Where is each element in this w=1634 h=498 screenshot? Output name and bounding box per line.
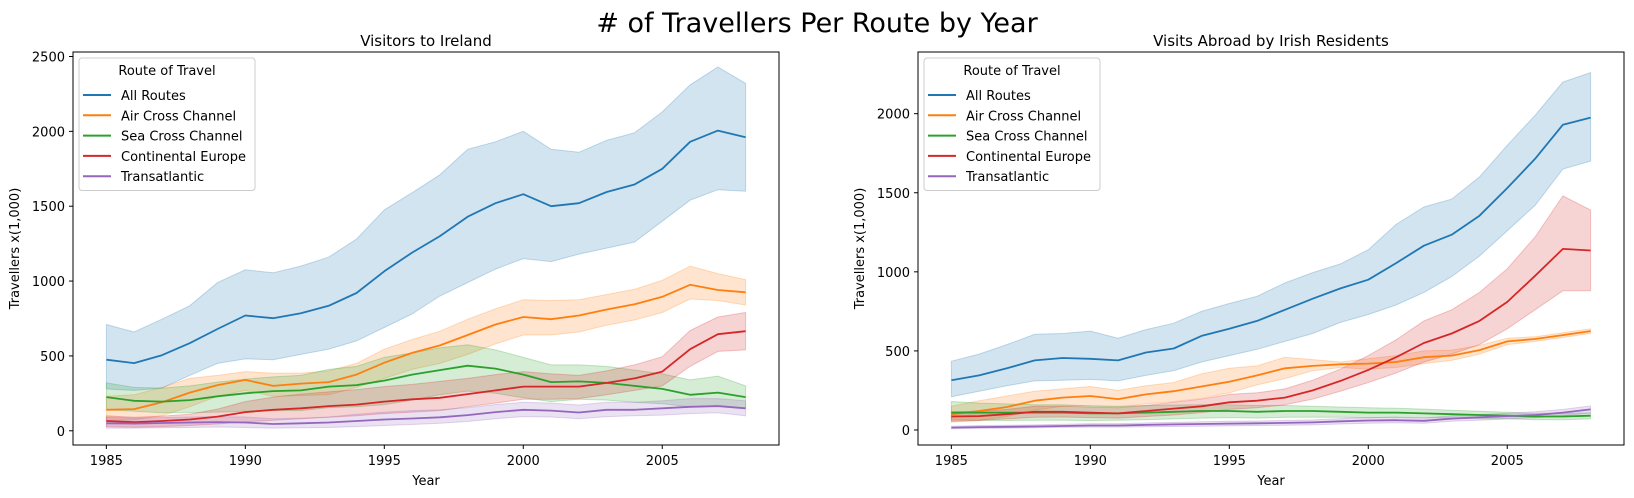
- y-tick-label: 500: [885, 345, 910, 360]
- y-tick-label: 2500: [32, 50, 65, 65]
- x-tick-label: 1995: [1213, 454, 1246, 469]
- x-tick-label: 1985: [935, 454, 968, 469]
- band-continental-europe: [950, 195, 1592, 422]
- line-continental-europe: [951, 247, 1591, 418]
- legend: Route of Travel All Routes Air Cross Chann…: [78, 57, 256, 191]
- band-all-routes: [950, 71, 1592, 398]
- legend-entry-sea-cross-channel: Sea Cross Channel: [121, 130, 243, 145]
- x-tick-label: 2000: [507, 454, 540, 469]
- legend-title: Route of Travel: [118, 64, 215, 79]
- legend: Route of Travel All Routes Air Cross Chann…: [923, 57, 1101, 191]
- band-all-routes: [105, 66, 747, 391]
- y-tick-label: 1000: [32, 275, 65, 290]
- y-tick-label: 1500: [877, 187, 910, 202]
- legend-entry-transatlantic: Transatlantic: [120, 170, 204, 185]
- band-air-cross-channel: [105, 265, 747, 421]
- line-all-routes: [106, 129, 746, 365]
- legend-box: [923, 57, 1101, 191]
- line-air-cross-channel: [106, 283, 746, 411]
- legend-entry-sea-cross-channel: Sea Cross Channel: [966, 130, 1088, 145]
- x-tick-label: 2000: [1352, 454, 1385, 469]
- x-tick-label: 1985: [90, 454, 123, 469]
- line-all-routes: [951, 116, 1591, 382]
- y-axis-label: Travellers x(1,000): [8, 188, 23, 311]
- x-tick-label: 1990: [1074, 454, 1107, 469]
- x-axis-label: Year: [1256, 474, 1285, 489]
- figure-title: # of Travellers Per Route by Year: [596, 8, 1038, 39]
- line-air-cross-channel: [951, 330, 1591, 416]
- legend-entry-transatlantic: Transatlantic: [965, 170, 1049, 185]
- x-axis-label: Year: [411, 474, 440, 489]
- panel-title: Visits Abroad by Irish Residents: [1153, 32, 1389, 50]
- plot-area: [950, 71, 1592, 430]
- legend-entry-all-routes: All Routes: [121, 89, 186, 104]
- y-tick-label: 2000: [877, 108, 910, 123]
- legend-entry-all-routes: All Routes: [966, 89, 1031, 104]
- legend-entry-air-cross-channel: Air Cross Channel: [966, 109, 1081, 124]
- plot-frame: [72, 51, 780, 446]
- line-continental-europe: [106, 330, 746, 424]
- line-sea-cross-channel: [106, 364, 746, 403]
- y-tick-label: 0: [902, 424, 910, 439]
- plot-frame: [917, 51, 1625, 446]
- line-transatlantic: [106, 405, 746, 425]
- legend-entry-continental-europe: Continental Europe: [966, 150, 1091, 165]
- plot-area: [105, 66, 747, 429]
- y-tick-label: 1000: [877, 266, 910, 281]
- line-transatlantic: [951, 408, 1591, 429]
- x-tick-label: 1995: [368, 454, 401, 469]
- y-tick-label: 1500: [32, 200, 65, 215]
- y-tick-label: 2000: [32, 125, 65, 140]
- x-tick-label: 1990: [229, 454, 262, 469]
- x-tick-label: 2005: [646, 454, 679, 469]
- legend-entry-air-cross-channel: Air Cross Channel: [121, 109, 236, 124]
- chart-panel-visitors: 1985 1990 1995 2000 2005 0 500 1000 1500 2000 2500…: [8, 32, 780, 489]
- band-transatlantic: [105, 398, 747, 429]
- y-tick-label: 500: [40, 350, 65, 365]
- panel-title: Visitors to Ireland: [360, 32, 492, 50]
- legend-title: Route of Travel: [963, 64, 1060, 79]
- x-tick-label: 2005: [1491, 454, 1524, 469]
- y-tick-label: 0: [57, 425, 65, 440]
- band-continental-europe: [105, 311, 747, 428]
- legend-entry-continental-europe: Continental Europe: [121, 150, 246, 165]
- legend-box: [78, 57, 256, 191]
- chart-panel-residents: 1985 1990 1995 2000 2005 0 500 1000 1500 2000 Visi…: [853, 32, 1625, 489]
- y-axis-label: Travellers x(1,000): [853, 188, 868, 311]
